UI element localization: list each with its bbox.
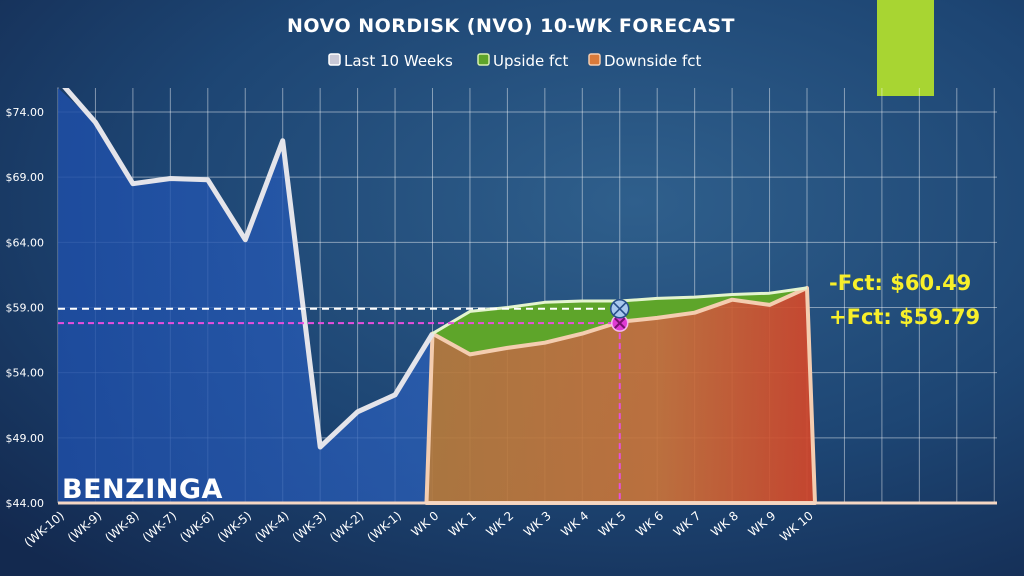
legend-swatch-downside bbox=[588, 53, 601, 66]
accent-block bbox=[877, 0, 934, 96]
y-tick-label: $69.00 bbox=[6, 171, 45, 184]
history-point bbox=[357, 411, 359, 413]
legend-item-history[interactable]: Last 10 Weeks bbox=[328, 52, 453, 70]
y-tick-label: $54.00 bbox=[6, 367, 45, 380]
legend-label-downside: Downside fct bbox=[604, 52, 702, 70]
y-tick-label: $59.00 bbox=[6, 302, 45, 315]
history-point bbox=[132, 183, 134, 185]
history-point bbox=[394, 394, 396, 396]
history-point bbox=[207, 179, 209, 181]
legend-swatch-history bbox=[328, 53, 341, 66]
guide-lines bbox=[58, 307, 621, 503]
history-point bbox=[319, 446, 321, 448]
history-point bbox=[94, 121, 96, 123]
history-point bbox=[432, 333, 433, 335]
y-tick-label: $64.00 bbox=[6, 236, 45, 249]
history-point bbox=[57, 87, 59, 89]
y-tick-label: $74.00 bbox=[6, 106, 45, 119]
legend: Last 10 Weeks Upside fct Downside fct bbox=[328, 52, 702, 70]
legend-item-downside[interactable]: Downside fct bbox=[588, 52, 702, 70]
upside-marker-cross bbox=[613, 302, 627, 316]
y-axis: $44.00 $49.00 $54.00 $59.00 $64.00 $69.00 $74.… bbox=[6, 106, 45, 510]
y-tick-label: $49.00 bbox=[6, 432, 45, 445]
chart-title: NOVO NORDISK (NVO) 10-WK FORECAST bbox=[287, 15, 735, 37]
history-point bbox=[244, 239, 246, 241]
forecast-markers bbox=[610, 299, 630, 332]
callout-upside-forecast: +Fct: $59.79 bbox=[829, 305, 980, 329]
legend-label-upside: Upside fct bbox=[493, 52, 569, 70]
benzinga-logo: BENZINGA bbox=[62, 474, 223, 505]
callout-downside-forecast: -Fct: $60.49 bbox=[829, 271, 971, 295]
legend-label-history: Last 10 Weeks bbox=[344, 52, 453, 70]
y-tick-label: $44.00 bbox=[6, 497, 45, 510]
history-point bbox=[282, 140, 284, 142]
history-area bbox=[58, 88, 433, 503]
legend-item-upside[interactable]: Upside fct bbox=[477, 52, 569, 70]
history-point bbox=[169, 177, 171, 179]
downside-marker-cross bbox=[614, 317, 626, 329]
legend-swatch-upside bbox=[477, 53, 490, 66]
